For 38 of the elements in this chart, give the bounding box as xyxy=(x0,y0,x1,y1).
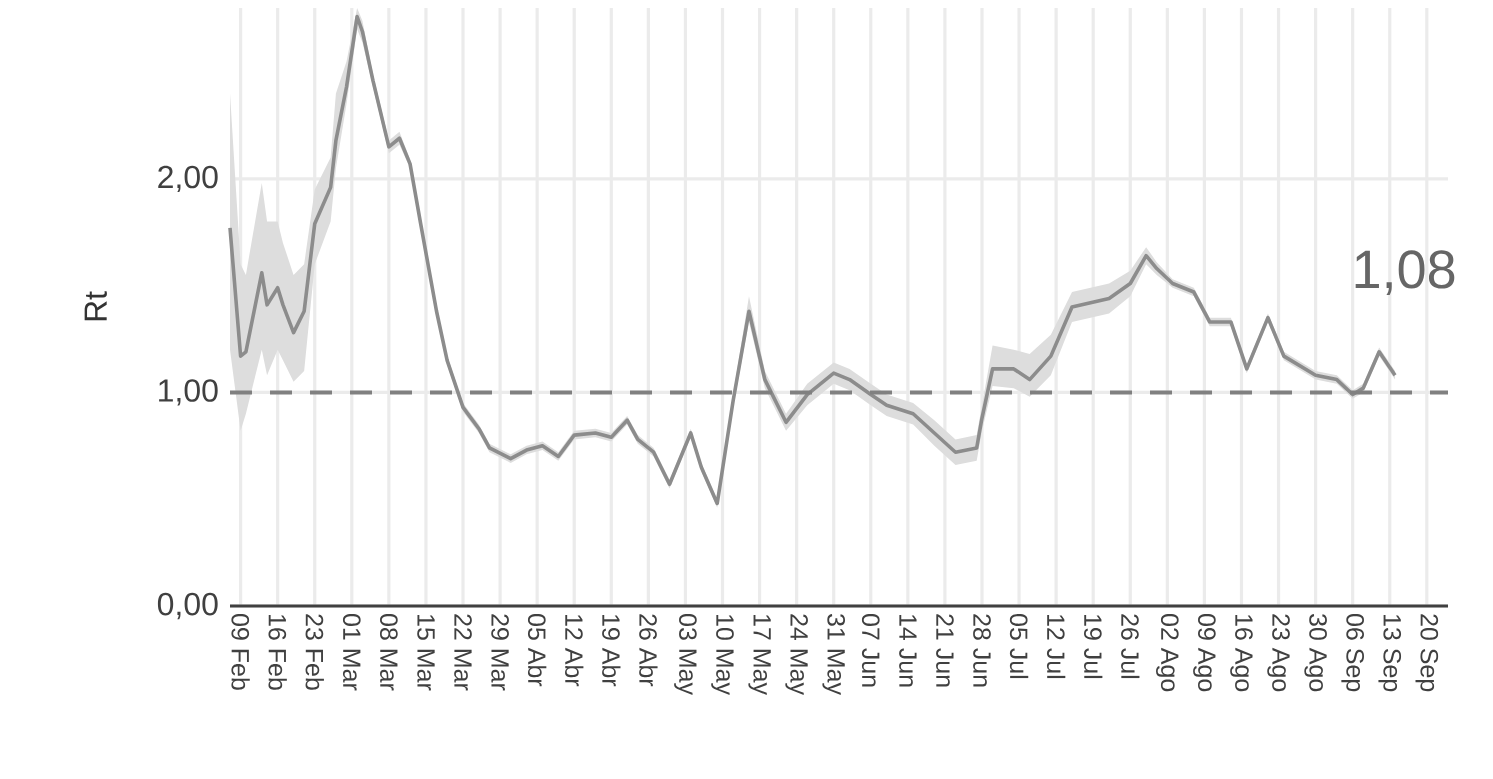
x-tick-label: 26 Jul xyxy=(1121,614,1140,679)
x-tick-label: 28 Jun xyxy=(973,614,991,687)
x-tick-label: 19 Jul xyxy=(1084,614,1103,679)
x-tick-label: 22 Mar xyxy=(454,614,472,691)
x-tick-label: 20 Sep xyxy=(1415,614,1439,692)
x-tick-label: 29 Mar xyxy=(491,614,509,691)
x-tick-label: 05 Abr xyxy=(527,614,547,687)
x-tick-label: 16 Feb xyxy=(268,614,287,690)
x-tick-label: 26 Abr xyxy=(639,614,658,687)
x-tick-label: 12 Jul xyxy=(1046,614,1066,679)
x-tick-label: 12 Abr xyxy=(565,614,584,687)
y-axis-title: Rt xyxy=(84,291,107,321)
x-tick-label: 15 Mar xyxy=(417,614,435,691)
annotation: 1,08 xyxy=(1355,250,1455,295)
x-tick-label: 23 Ago xyxy=(1267,614,1290,692)
x-tick-label: 17 May xyxy=(748,614,771,695)
y-tick-label: 1,00 xyxy=(159,379,218,406)
x-tick-label: 05 Jul xyxy=(1009,614,1029,679)
x-tick-label: 23 Feb xyxy=(305,614,324,690)
x-tick-label: 19 Abr xyxy=(602,614,621,687)
y-tick-label: 2,00 xyxy=(158,165,218,193)
x-tick-label: 10 May xyxy=(711,614,734,695)
x-tick-label: 31 May xyxy=(822,613,846,695)
x-tick-label: 13 Sep xyxy=(1378,614,1402,692)
x-tick-label: 24 May xyxy=(785,614,808,695)
x-tick-label: 09 Feb xyxy=(231,614,250,690)
x-tick-label: 02 Ago xyxy=(1156,614,1179,692)
y-tick-label: 0,00 xyxy=(157,592,218,620)
x-tick-label: 21 Jun xyxy=(936,614,954,687)
x-tick-label: 30 Ago xyxy=(1304,613,1327,692)
x-tick-label: 14 Jun xyxy=(899,614,917,687)
x-tick-label: 07 Jun xyxy=(861,614,880,687)
x-tick-label: 06 Sep xyxy=(1341,614,1364,692)
x-tick-label: 08 Mar xyxy=(380,614,398,691)
x-tick-label: 01 Mar xyxy=(342,614,361,691)
x-tick-label: 03 May xyxy=(674,614,697,695)
x-tick-label: 16 Ago xyxy=(1230,614,1253,692)
x-tick-label: 09 Ago xyxy=(1193,614,1216,692)
